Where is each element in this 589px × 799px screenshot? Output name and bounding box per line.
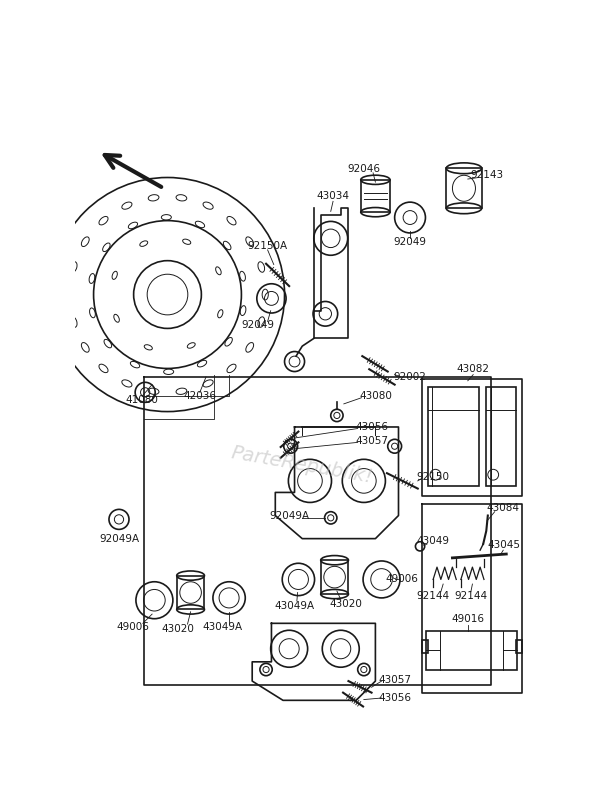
Text: 43020: 43020: [330, 599, 363, 609]
Text: 49016: 49016: [451, 614, 484, 625]
Bar: [426, 631, 517, 670]
Bar: [422, 639, 428, 654]
Text: 92049A: 92049A: [99, 535, 139, 544]
Text: 92150: 92150: [416, 472, 449, 482]
Text: 43056: 43056: [378, 693, 411, 703]
Text: 43057: 43057: [378, 674, 411, 685]
Text: 92150A: 92150A: [247, 241, 287, 251]
Text: 92143: 92143: [471, 170, 504, 181]
Text: 92144: 92144: [416, 591, 450, 602]
Bar: [487, 387, 515, 486]
Text: 43056: 43056: [355, 422, 388, 432]
Text: 92046: 92046: [348, 164, 380, 174]
Text: 43049A: 43049A: [274, 601, 315, 610]
Text: 92144: 92144: [454, 591, 488, 602]
Text: 43049A: 43049A: [203, 622, 243, 632]
Text: 92049A: 92049A: [269, 511, 309, 520]
Text: 92002: 92002: [393, 372, 426, 382]
Text: 43020: 43020: [161, 624, 194, 634]
Text: 41080: 41080: [125, 395, 158, 405]
Bar: [515, 639, 522, 654]
Text: 43049: 43049: [416, 536, 449, 546]
Bar: [361, 180, 390, 213]
Text: 49006: 49006: [386, 574, 419, 584]
Text: 92049: 92049: [393, 237, 426, 247]
Circle shape: [415, 542, 425, 551]
Text: 43057: 43057: [355, 435, 388, 446]
Text: 43080: 43080: [359, 392, 392, 401]
Bar: [321, 560, 349, 594]
Text: 43084: 43084: [486, 503, 519, 513]
Bar: [177, 575, 204, 610]
Text: 43034: 43034: [316, 191, 349, 201]
Text: 43082: 43082: [456, 364, 489, 374]
Text: 43045: 43045: [488, 540, 521, 550]
Bar: [428, 387, 479, 486]
Text: 92049: 92049: [242, 320, 275, 330]
Text: 42036: 42036: [183, 392, 216, 401]
Bar: [446, 169, 482, 209]
Text: ParteRepublik!: ParteRepublik!: [230, 443, 375, 487]
Text: 49006: 49006: [117, 622, 149, 632]
